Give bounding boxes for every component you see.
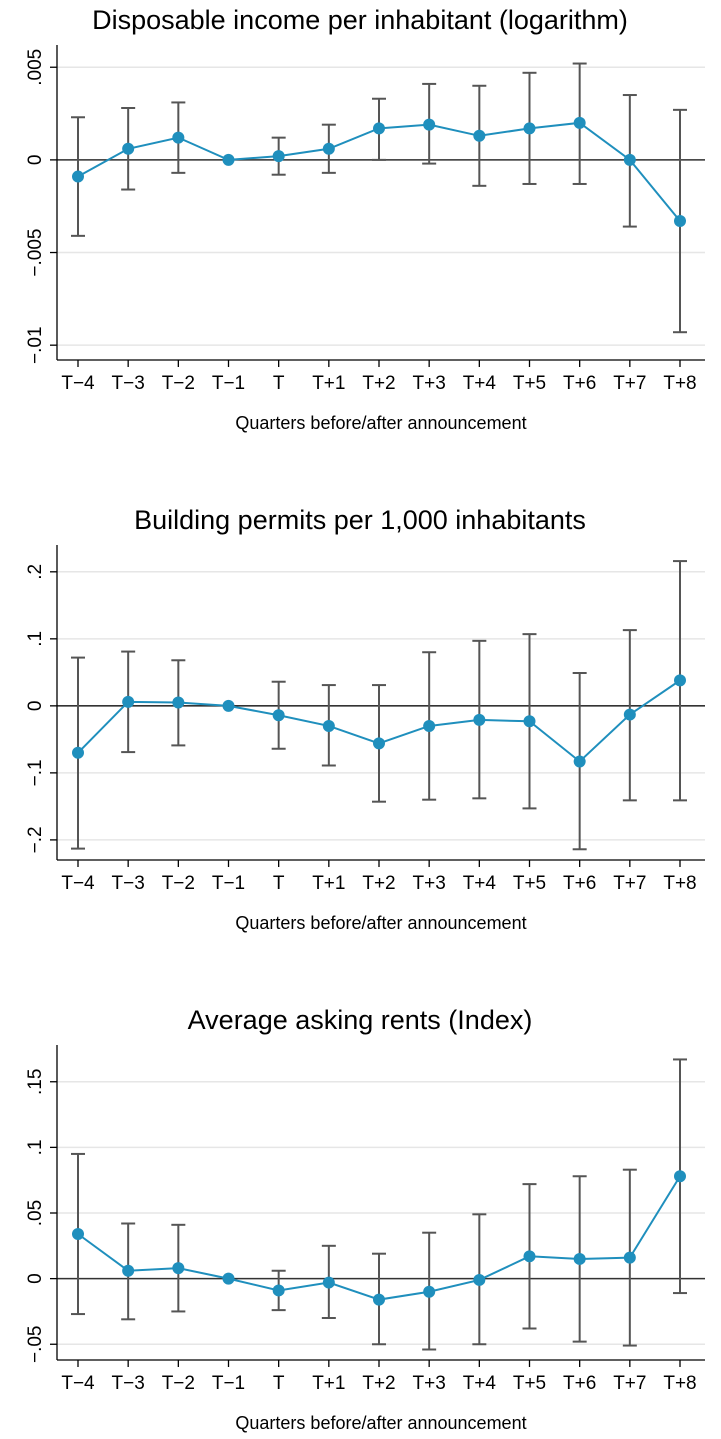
y-tick-label: .1 [25, 631, 46, 647]
x-axis-label: Quarters before/after announcement [235, 413, 526, 433]
point [222, 153, 235, 166]
x-tick-label: T−2 [162, 873, 195, 894]
x-tick-label: T+7 [613, 373, 646, 394]
point [122, 695, 135, 708]
chart-title: Building permits per 1,000 inhabitants [134, 505, 586, 535]
point [222, 1272, 235, 1285]
x-tick-label: T+6 [563, 373, 596, 394]
y-tick-label: .15 [25, 1069, 46, 1095]
chart-title: Disposable income per inhabitant (logari… [92, 5, 628, 35]
x-tick-label: T+2 [362, 373, 395, 394]
point [322, 1276, 335, 1289]
point [423, 719, 436, 732]
y-tick-label: 0 [25, 1273, 46, 1284]
x-tick-label: T+6 [563, 1373, 596, 1394]
point [373, 1293, 385, 1306]
point [473, 1273, 486, 1286]
x-tick-label: T−4 [61, 1373, 95, 1394]
point [272, 709, 285, 722]
x-tick-label: T+8 [663, 1373, 696, 1394]
x-tick-label: T+5 [513, 873, 546, 894]
y-tick-label: −.2 [25, 826, 46, 853]
x-tick-label: T [273, 1373, 285, 1394]
y-tick-label: .005 [25, 49, 46, 86]
x-tick-label: T−3 [112, 373, 145, 394]
point [172, 1262, 185, 1275]
x-tick-label: T+5 [513, 1373, 546, 1394]
x-tick-label: T+2 [362, 1373, 395, 1394]
x-tick-label: T−4 [61, 873, 95, 894]
x-tick-label: T−2 [162, 1373, 195, 1394]
x-tick-label: T+5 [513, 373, 546, 394]
x-tick-label: T+8 [663, 373, 696, 394]
x-tick-label: T+3 [413, 1373, 446, 1394]
point [72, 1228, 84, 1240]
point [674, 674, 686, 687]
point [423, 1285, 436, 1298]
y-tick-label: −.01 [25, 326, 46, 364]
point [423, 118, 436, 131]
x-tick-label: T+4 [463, 373, 497, 394]
x-tick-label: T+2 [362, 873, 395, 894]
x-tick-label: T+3 [413, 373, 446, 394]
x-tick-label: T−4 [61, 373, 95, 394]
point [523, 122, 536, 135]
point [674, 1170, 686, 1183]
y-tick-label: .05 [25, 1200, 46, 1226]
point [122, 1264, 135, 1277]
x-tick-label: T+3 [413, 873, 446, 894]
x-tick-label: T−1 [212, 373, 245, 394]
y-tick-label: −.05 [25, 1325, 46, 1363]
x-tick-label: T−3 [112, 1373, 145, 1394]
x-tick-label: T+8 [663, 873, 696, 894]
point [623, 708, 636, 721]
point [222, 699, 235, 712]
point [122, 142, 135, 155]
x-tick-label: T+1 [312, 873, 345, 894]
x-tick-label: T+1 [312, 373, 345, 394]
x-axis-label: Quarters before/after announcement [235, 1413, 526, 1433]
point [172, 131, 185, 144]
y-tick-label: −.1 [25, 759, 46, 786]
point [272, 1284, 285, 1297]
x-tick-label: T−1 [212, 873, 245, 894]
y-tick-label: .2 [25, 564, 46, 580]
x-tick-label: T+6 [563, 873, 596, 894]
point [623, 153, 636, 166]
y-tick-label: 0 [25, 155, 46, 166]
point [72, 170, 84, 183]
point [473, 713, 486, 726]
x-tick-label: T−3 [112, 873, 145, 894]
point [523, 1250, 536, 1263]
y-tick-label: .1 [25, 1139, 46, 1155]
point [674, 215, 686, 228]
x-tick-label: T−1 [212, 1373, 245, 1394]
x-tick-label: T−2 [162, 373, 195, 394]
point [573, 116, 586, 129]
x-tick-label: T [273, 373, 285, 394]
point [322, 719, 335, 732]
y-tick-label: 0 [25, 701, 46, 712]
x-tick-label: T+4 [463, 1373, 497, 1394]
point [573, 755, 586, 768]
y-tick-label: −.005 [25, 228, 46, 276]
x-tick-label: T+4 [463, 873, 497, 894]
x-tick-label: T+7 [613, 873, 646, 894]
point [623, 1251, 636, 1264]
x-tick-label: T+1 [312, 1373, 345, 1394]
x-tick-label: T+7 [613, 1373, 646, 1394]
chart-title: Average asking rents (Index) [188, 1005, 533, 1035]
x-axis-label: Quarters before/after announcement [235, 913, 526, 933]
point [473, 129, 486, 142]
point [373, 737, 385, 750]
point [523, 715, 536, 728]
x-tick-label: T [273, 873, 285, 894]
point [72, 746, 84, 759]
point [172, 696, 185, 709]
point [573, 1252, 586, 1265]
point [272, 150, 285, 163]
point [373, 122, 385, 135]
point [322, 142, 335, 155]
